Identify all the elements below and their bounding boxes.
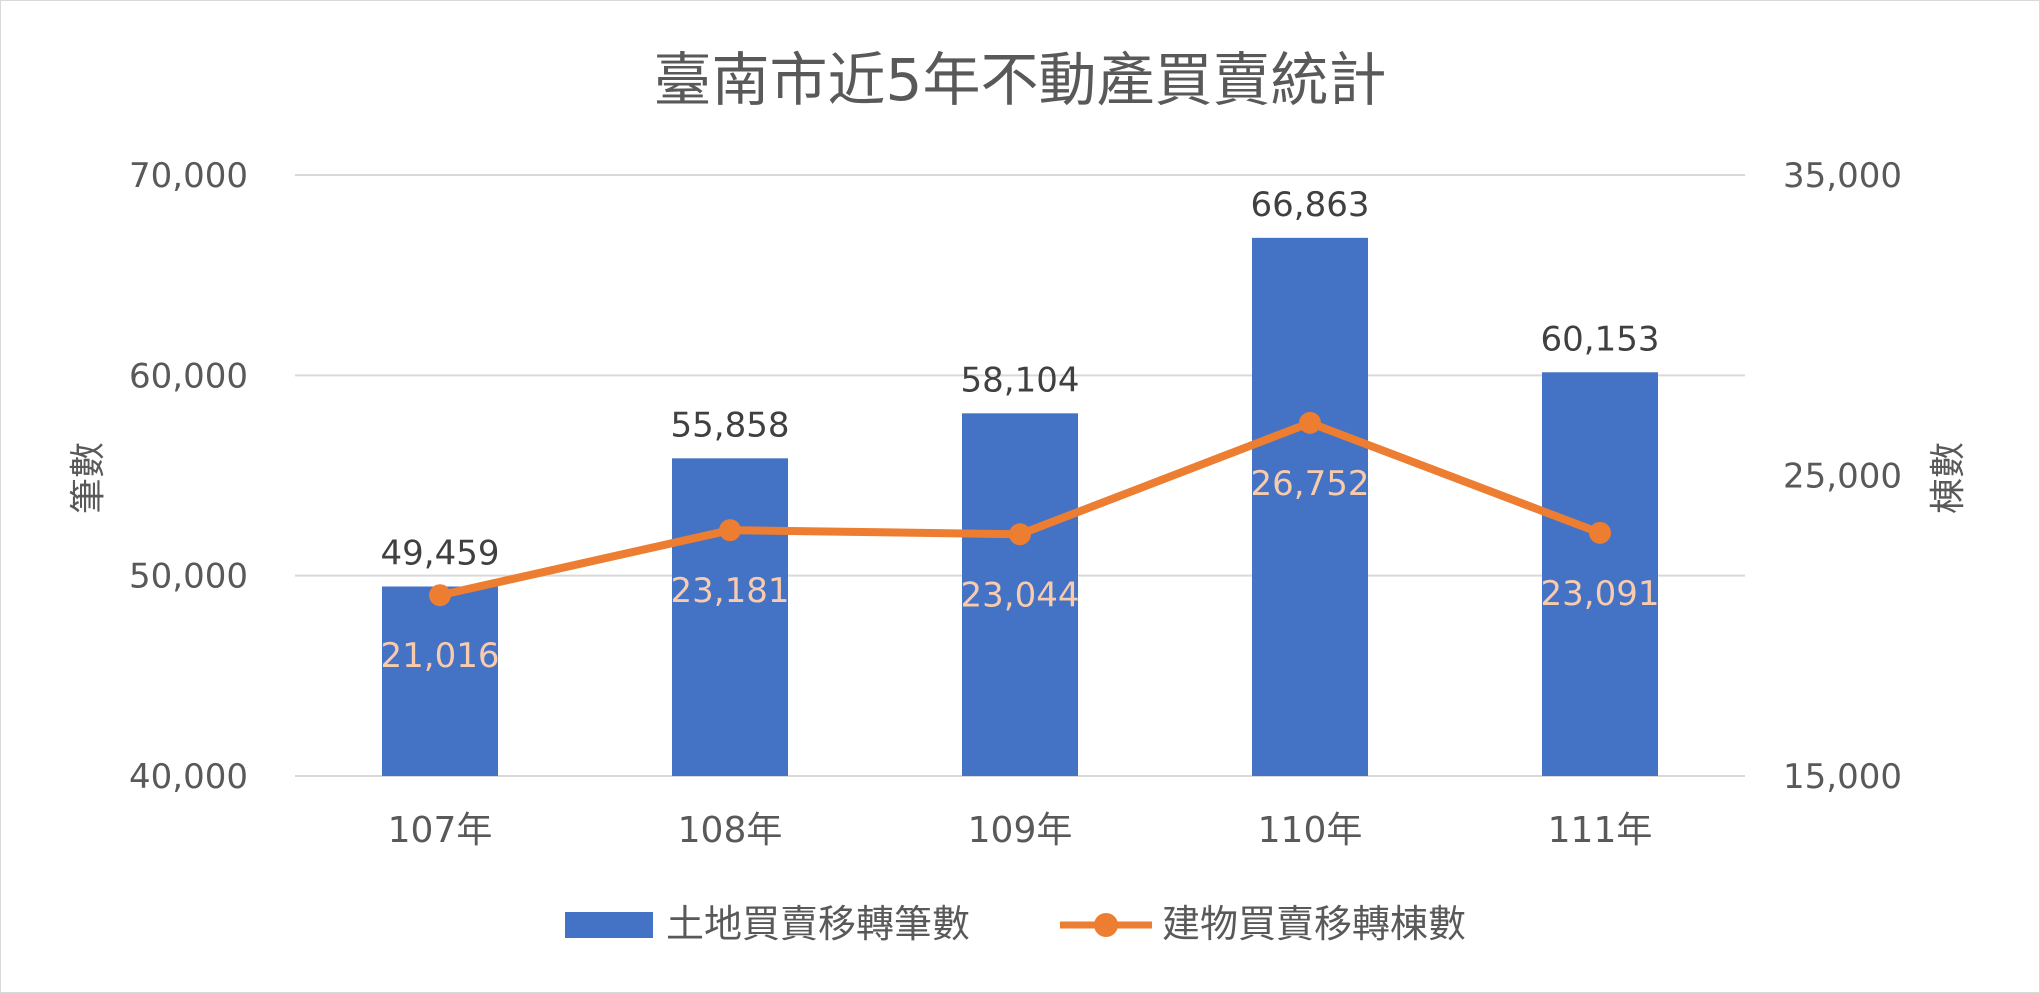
bar (1542, 372, 1658, 776)
right-axis-tick: 15,000 (1783, 757, 1902, 797)
line-point (1009, 523, 1031, 546)
line-point (719, 519, 741, 542)
left-axis-label: 筆數 (68, 442, 109, 514)
legend-bar-swatch (565, 912, 653, 938)
right-axis-tick: 35,000 (1783, 156, 1902, 196)
left-axis-tick: 40,000 (129, 757, 248, 797)
line-series (429, 411, 1611, 607)
category-tick: 108年 (678, 810, 783, 851)
right-axis-tick: 25,000 (1783, 457, 1902, 497)
category-tick: 110年 (1258, 810, 1363, 851)
line-value-label: 26,752 (1251, 464, 1370, 504)
line-labels: 21,016 23,181 23,044 26,752 23,091 (381, 464, 1660, 676)
bar-value-label: 60,153 (1541, 319, 1660, 359)
line-point (1589, 521, 1611, 544)
line-point (1299, 411, 1321, 434)
bar-value-label: 66,863 (1251, 185, 1370, 225)
legend: 土地買賣移轉筆數 建物買賣移轉棟數 (565, 902, 1466, 946)
legend-line-marker (1094, 913, 1118, 937)
bar-series (382, 237, 1658, 776)
line-point (429, 584, 451, 607)
bar (1252, 237, 1368, 776)
line-value-label: 23,181 (671, 571, 790, 611)
category-tick: 109年 (968, 810, 1073, 851)
bar-labels: 49,459 55,858 58,104 66,863 60,153 (381, 185, 1660, 574)
left-axis-tick: 70,000 (129, 156, 248, 196)
left-axis-tick: 50,000 (129, 557, 248, 597)
line-value-label: 21,016 (381, 636, 500, 676)
chart-title: 臺南市近5年不動產買賣統計 (654, 46, 1387, 114)
bar-value-label: 58,104 (961, 360, 1080, 400)
line-value-label: 23,044 (961, 575, 1080, 615)
category-tick: 107年 (388, 810, 493, 851)
bar (962, 413, 1078, 776)
category-axis-ticks: 107年 108年 109年 110年 111年 (388, 810, 1653, 851)
right-axis-label: 棟數 (1928, 442, 1969, 514)
bar-value-label: 55,858 (671, 405, 790, 445)
bar (382, 586, 498, 776)
legend-line-label: 建物買賣移轉棟數 (1162, 902, 1466, 946)
right-axis-ticks: 15,000 25,000 35,000 (1783, 156, 1902, 797)
bar-value-label: 49,459 (381, 534, 500, 574)
left-axis-tick: 60,000 (129, 356, 248, 396)
line-value-label: 23,091 (1541, 574, 1660, 614)
left-axis-ticks: 40,000 50,000 60,000 70,000 (129, 156, 248, 797)
category-tick: 111年 (1548, 810, 1653, 851)
bar (672, 458, 788, 776)
legend-bar-label: 土地買賣移轉筆數 (666, 902, 970, 946)
